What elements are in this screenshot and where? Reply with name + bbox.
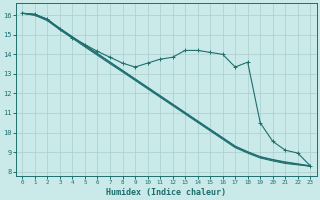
- X-axis label: Humidex (Indice chaleur): Humidex (Indice chaleur): [106, 188, 226, 197]
